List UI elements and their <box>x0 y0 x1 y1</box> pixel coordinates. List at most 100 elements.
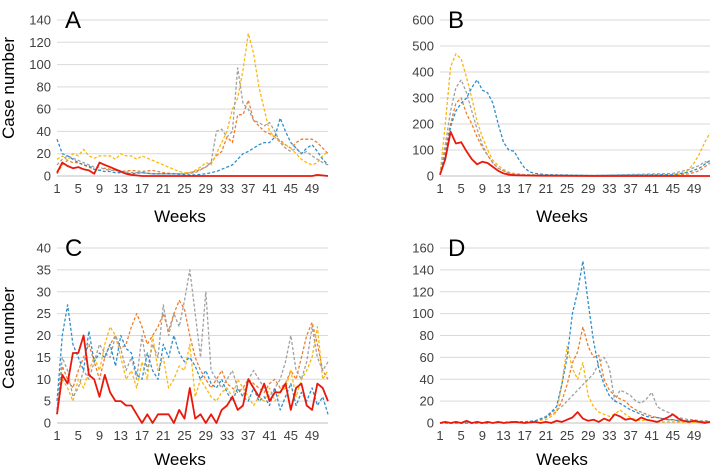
y-tick-label-a-1: 20 <box>37 146 51 161</box>
x-tick-label-b-3: 13 <box>496 181 510 196</box>
y-tick-label-d-1: 20 <box>420 394 434 409</box>
x-tick-label-a-5: 21 <box>156 181 170 196</box>
x-tick-label-c-10: 41 <box>262 428 276 443</box>
panel-label-d: D <box>448 235 465 262</box>
x-tick-label-d-8: 33 <box>602 428 616 443</box>
panel-b-chart: 0 100 200 300 400 500 600 1 5 9 13 17 21 25 29 33 37 41 45… <box>412 7 711 196</box>
x-axis-title-panel-b: Weeks <box>536 207 588 226</box>
x-tick-label-d-7: 29 <box>581 428 595 443</box>
x-tick-label-a-2: 9 <box>96 181 103 196</box>
y-tick-label-c-2: 10 <box>37 372 51 387</box>
y-axis-title-top: Case number <box>0 37 18 139</box>
x-tick-label-c-1: 5 <box>75 428 82 443</box>
x-tick-label-a-12: 49 <box>305 181 319 196</box>
y-tick-label-a-6: 120 <box>29 35 51 50</box>
x-tick-label-a-0: 1 <box>53 181 60 196</box>
x-tick-label-a-7: 29 <box>199 181 213 196</box>
series-line-d-grey <box>440 356 710 424</box>
series-line-c-red <box>56 334 329 424</box>
x-axis-title-panel-a: Weeks <box>154 207 206 226</box>
x-tick-label-b-11: 45 <box>666 181 680 196</box>
x-tick-label-d-4: 17 <box>517 428 531 443</box>
x-tick-label-a-1: 5 <box>75 181 82 196</box>
y-tick-label-d-8: 160 <box>412 241 434 256</box>
y-tick-label-d-4: 80 <box>420 328 434 343</box>
y-tick-label-c-7: 35 <box>37 262 51 277</box>
x-tick-label-d-9: 37 <box>623 428 637 443</box>
x-tick-label-a-6: 25 <box>177 181 191 196</box>
panel-a-chart: 0 20 40 60 80 100 120 140 1 5 9 13 17 21 25 29 33 37 41 45 4… <box>29 7 329 196</box>
y-tick-label-c-1: 5 <box>44 394 51 409</box>
y-tick-label-c-6: 30 <box>37 284 51 299</box>
x-tick-label-c-3: 13 <box>114 428 128 443</box>
x-tick-label-b-4: 17 <box>517 181 531 196</box>
series-line-d-yellow <box>440 345 711 424</box>
x-tick-label-c-5: 21 <box>156 428 170 443</box>
x-tick-label-a-8: 33 <box>220 181 234 196</box>
x-tick-label-c-8: 33 <box>220 428 234 443</box>
y-tick-label-a-7: 140 <box>29 13 51 28</box>
series-line-b-blue <box>439 79 711 177</box>
series-line-b-red <box>439 130 710 177</box>
y-tick-label-d-5: 100 <box>412 306 434 321</box>
x-tick-label-a-3: 13 <box>114 181 128 196</box>
series-line-c-blue <box>56 304 329 415</box>
y-tick-label-d-2: 40 <box>420 372 434 387</box>
panel-label-a: A <box>65 7 81 34</box>
x-tick-label-b-8: 33 <box>602 181 616 196</box>
x-tick-label-d-5: 21 <box>539 428 553 443</box>
x-tick-label-a-4: 17 <box>135 181 149 196</box>
x-tick-label-d-11: 45 <box>666 428 680 443</box>
x-tick-label-b-6: 25 <box>560 181 574 196</box>
x-tick-label-b-0: 1 <box>436 181 443 196</box>
x-axis-title-panel-d: Weeks <box>536 450 588 467</box>
y-tick-label-a-4: 80 <box>37 79 51 94</box>
series-line-a-red <box>56 161 329 177</box>
y-tick-label-d-0: 0 <box>427 416 434 431</box>
series-line-a-orange <box>56 99 329 175</box>
x-tick-label-c-9: 37 <box>241 428 255 443</box>
y-tick-label-b-0: 0 <box>427 169 434 184</box>
x-tick-label-b-1: 5 <box>458 181 465 196</box>
x-tick-label-c-2: 9 <box>96 428 103 443</box>
x-tick-label-c-7: 29 <box>199 428 213 443</box>
x-tick-label-c-11: 45 <box>284 428 298 443</box>
x-tick-label-d-0: 1 <box>436 428 443 443</box>
x-tick-label-d-6: 25 <box>560 428 574 443</box>
y-tick-label-a-2: 40 <box>37 124 51 139</box>
y-tick-label-d-3: 60 <box>420 350 434 365</box>
y-tick-label-b-6: 600 <box>412 13 434 28</box>
series-line-c-grey <box>56 269 329 410</box>
series-line-a-blue <box>56 117 329 176</box>
x-tick-label-c-12: 49 <box>305 428 319 443</box>
y-tick-label-b-2: 200 <box>412 117 434 132</box>
series-line-d-blue <box>440 260 710 424</box>
y-tick-label-b-4: 400 <box>412 65 434 80</box>
y-tick-label-c-5: 25 <box>37 306 51 321</box>
x-tick-label-b-12: 49 <box>687 181 701 196</box>
y-tick-label-b-1: 100 <box>412 143 434 158</box>
series-line-b-grey <box>439 79 711 177</box>
series-line-a-yellow <box>56 32 329 174</box>
panel-label-c: C <box>65 235 82 262</box>
y-tick-label-d-6: 120 <box>412 284 434 299</box>
y-tick-label-b-3: 300 <box>412 91 434 106</box>
x-tick-label-d-1: 5 <box>458 428 465 443</box>
y-tick-label-a-3: 60 <box>37 102 51 117</box>
panel-label-b: B <box>448 7 464 34</box>
x-tick-label-b-9: 37 <box>623 181 637 196</box>
x-tick-label-c-0: 1 <box>53 428 60 443</box>
y-tick-label-c-4: 20 <box>37 328 51 343</box>
y-tick-label-b-5: 500 <box>412 39 434 54</box>
y-tick-label-a-5: 100 <box>29 57 51 72</box>
x-tick-label-c-4: 17 <box>135 428 149 443</box>
x-tick-label-b-10: 41 <box>645 181 659 196</box>
y-tick-label-c-8: 40 <box>37 241 51 256</box>
series-line-a-grey <box>56 67 329 175</box>
x-tick-label-b-7: 29 <box>581 181 595 196</box>
x-tick-label-d-3: 13 <box>496 428 510 443</box>
x-tick-label-b-5: 21 <box>539 181 553 196</box>
y-tick-label-a-0: 0 <box>44 169 51 184</box>
